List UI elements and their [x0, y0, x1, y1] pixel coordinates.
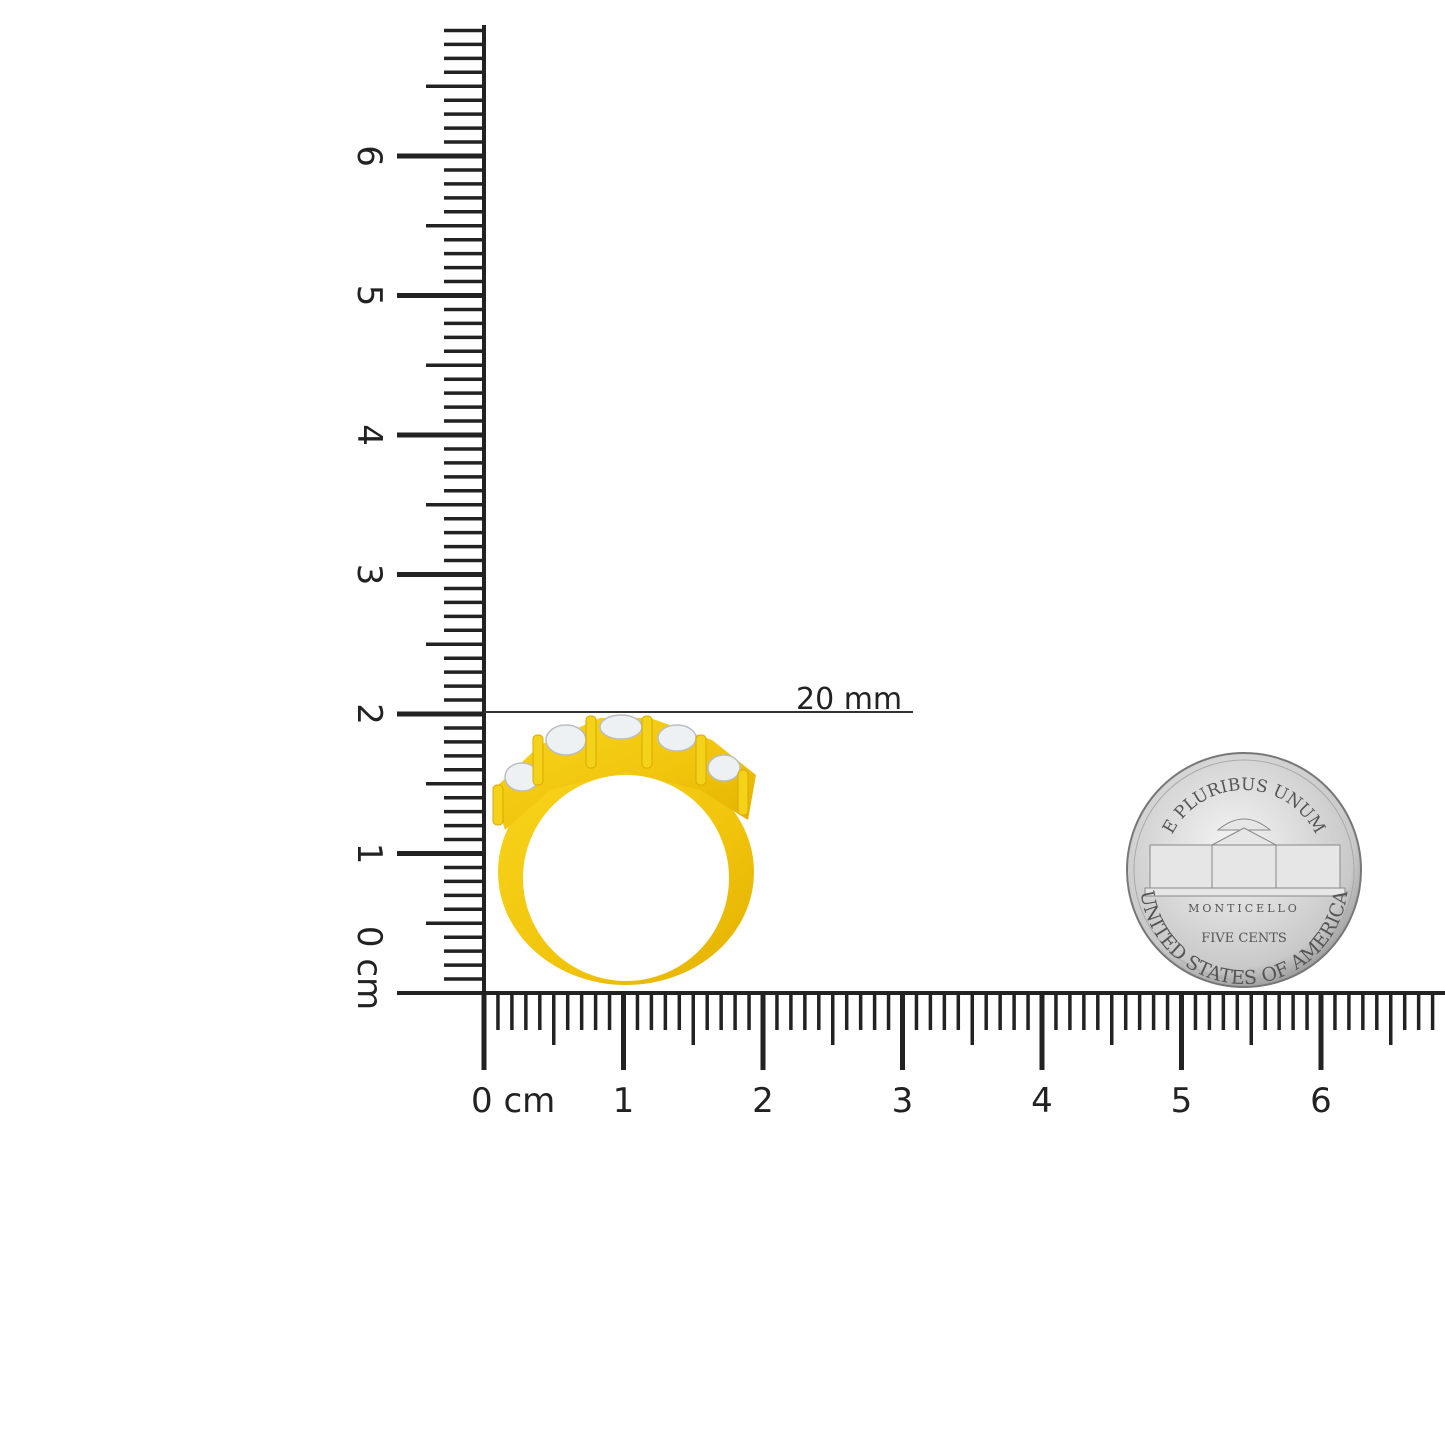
horizontal-ruler-label: 6	[1310, 1081, 1332, 1121]
nickel-coin: E PLURIBUS UNUM MONTICELLO FIVE CENTS UN…	[1126, 752, 1362, 989]
vertical-ruler-label: 2	[349, 703, 389, 725]
horizontal-ruler-label: 3	[892, 1081, 914, 1121]
vertical-ruler-label: 1	[349, 843, 389, 865]
vertical-ruler-label: 3	[349, 564, 389, 586]
vertical-ruler-labels: 0 cm 1 2 3 4 5 6	[349, 145, 389, 1010]
coin-denomination: FIVE CENTS	[1201, 931, 1287, 946]
measurement-label: 20 mm	[796, 682, 902, 717]
horizontal-ruler-label: 2	[752, 1081, 774, 1121]
horizontal-ruler-label: 1	[613, 1081, 635, 1121]
vertical-ruler-label: 6	[349, 145, 389, 167]
vertical-ruler-label: 4	[349, 424, 389, 446]
horizontal-ruler-label: 4	[1031, 1081, 1053, 1121]
monticello-building	[1144, 818, 1346, 897]
vertical-ruler-label: 0 cm	[349, 926, 389, 1010]
coin-building-text: MONTICELLO	[1188, 902, 1300, 915]
ring-stones	[504, 714, 741, 792]
ruler-ticks	[397, 25, 1445, 1070]
horizontal-ruler-label: 5	[1171, 1081, 1193, 1121]
vertical-ruler-label: 5	[349, 285, 389, 307]
horizontal-ruler-labels: 0 cm 1 2 3 4 5 6	[471, 1081, 1332, 1121]
horizontal-ruler-label: 0 cm	[471, 1081, 555, 1121]
ring-image	[492, 714, 756, 985]
